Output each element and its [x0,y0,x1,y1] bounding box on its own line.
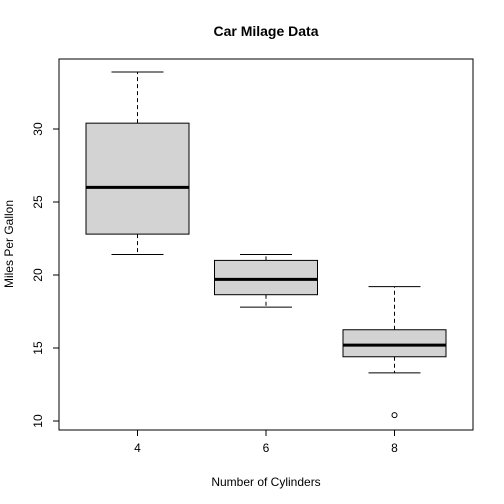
x-axis: 4 6 8 [134,429,398,455]
y-tick-label-15: 15 [31,341,45,355]
box-4 [85,122,190,235]
x-tick-label-4: 4 [134,441,141,455]
box-group-4 [85,71,190,256]
box-group-8 [342,286,447,419]
y-tick-label-20: 20 [31,268,45,282]
x-tick-label-8: 8 [391,441,398,455]
y-tick-label-10: 10 [31,414,45,428]
y-tick-label-25: 25 [31,195,45,209]
box-6 [214,259,318,296]
x-tick-label-6: 6 [263,441,270,455]
boxes-layer [85,71,447,419]
outlier-point-8-0 [391,412,398,419]
x-axis-title: Number of Cylinders [211,475,320,489]
y-tick-label-30: 30 [31,122,45,136]
y-axis-title: Miles Per Gallon [2,200,16,288]
box-group-6 [214,254,318,308]
box-8 [342,329,447,358]
chart-title: Car Milage Data [213,23,318,39]
y-axis: 10 15 20 25 30 [31,122,60,428]
